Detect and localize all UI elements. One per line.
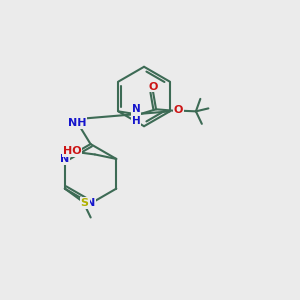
Text: N
H: N H [132,104,140,126]
Text: O: O [148,82,158,92]
Text: N: N [86,199,95,208]
Text: HO: HO [63,146,81,157]
Text: NH: NH [68,118,86,128]
Text: S: S [81,198,89,208]
Text: O: O [173,105,183,115]
Text: N: N [60,154,69,164]
